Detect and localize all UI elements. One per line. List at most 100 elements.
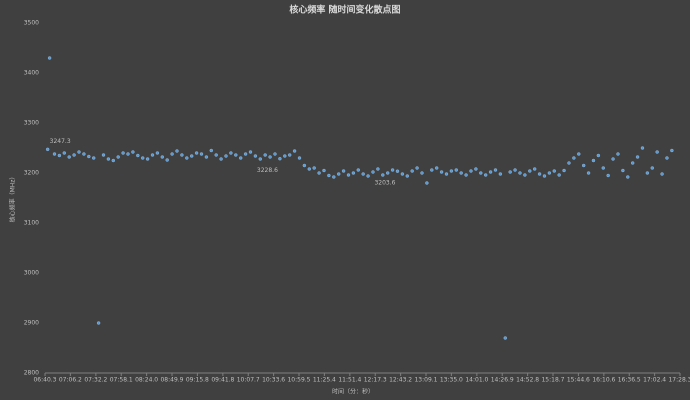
x-axis-label: 时间（分：秒） — [332, 388, 374, 396]
point — [62, 151, 67, 155]
point — [145, 157, 150, 161]
point — [616, 152, 620, 156]
point — [439, 170, 444, 174]
point — [77, 150, 81, 154]
point — [170, 152, 174, 156]
y-tick-label: 2800 — [24, 370, 39, 377]
x-tick-label: 16:10.6 — [592, 377, 615, 384]
point — [96, 321, 101, 325]
point — [189, 154, 194, 158]
point — [493, 168, 498, 172]
point — [567, 161, 571, 165]
point — [528, 169, 532, 173]
point — [650, 166, 654, 170]
point — [410, 169, 414, 173]
point — [542, 174, 547, 178]
y-tick-label: 3300 — [24, 120, 39, 127]
point — [474, 167, 478, 171]
point — [660, 172, 664, 176]
point — [116, 155, 120, 159]
point — [45, 147, 50, 152]
point — [234, 153, 238, 157]
point — [263, 153, 267, 157]
point — [361, 172, 365, 176]
x-tick-label: 12:43.2 — [389, 377, 412, 384]
point — [283, 154, 287, 158]
point — [390, 168, 395, 172]
point — [160, 155, 164, 159]
point — [185, 156, 189, 160]
point — [425, 181, 429, 185]
point — [209, 148, 213, 153]
x-tick-label: 07:06.2 — [59, 377, 82, 384]
point — [356, 168, 360, 172]
point — [82, 152, 86, 156]
x-tick-label: 08:24.0 — [135, 377, 158, 384]
point — [155, 151, 160, 155]
point — [591, 158, 596, 163]
point — [204, 155, 209, 159]
point — [444, 172, 449, 176]
point — [606, 173, 610, 178]
x-tick-label: 09:15.8 — [186, 377, 209, 384]
point — [214, 153, 218, 157]
point — [395, 169, 400, 173]
point — [268, 155, 272, 159]
point — [464, 173, 468, 177]
point — [199, 152, 204, 156]
point — [194, 151, 199, 155]
point — [635, 155, 640, 159]
x-tick-label: 10:33.6 — [262, 377, 285, 384]
point — [121, 151, 125, 155]
point — [229, 151, 233, 155]
point — [518, 171, 522, 175]
y-tick-label: 3000 — [24, 270, 39, 277]
point — [557, 173, 561, 177]
point — [665, 156, 669, 160]
point — [577, 152, 581, 156]
x-tick-label: 15:44.6 — [567, 377, 590, 384]
point — [136, 153, 140, 158]
point — [601, 166, 605, 170]
point — [351, 171, 356, 175]
point — [572, 156, 576, 160]
x-tick-label: 15:18.7 — [541, 377, 564, 384]
point — [238, 156, 243, 160]
data-label: 3247.3 — [50, 138, 71, 145]
point — [586, 171, 591, 175]
point — [106, 157, 111, 161]
point — [488, 170, 493, 174]
point — [562, 168, 566, 173]
x-tick-label: 08:49.9 — [160, 377, 183, 384]
point — [415, 166, 419, 170]
point — [57, 153, 62, 158]
x-tick-label: 11:51.4 — [338, 377, 361, 384]
x-tick-label: 17:02.4 — [643, 377, 666, 384]
point — [630, 161, 635, 165]
x-tick-label: 14:26.9 — [491, 377, 514, 384]
point — [243, 152, 248, 156]
point — [297, 156, 302, 160]
point — [596, 153, 601, 158]
x-tick-label: 17:28.3 — [668, 377, 690, 384]
point — [626, 175, 630, 179]
point — [547, 171, 552, 175]
point — [273, 152, 277, 156]
point — [469, 169, 473, 173]
point — [376, 167, 380, 171]
point — [430, 168, 434, 172]
y-tick-label: 3500 — [24, 20, 39, 27]
point — [552, 169, 556, 173]
x-tick-label: 14:01.0 — [465, 377, 488, 384]
point — [126, 152, 130, 156]
point — [278, 156, 282, 161]
point — [366, 174, 370, 178]
y-tick-label: 3100 — [24, 220, 39, 227]
data-label: 3228.6 — [257, 167, 278, 174]
point — [317, 171, 321, 175]
point — [111, 158, 116, 163]
x-tick-label: 11:25.4 — [313, 377, 336, 384]
point — [449, 169, 454, 173]
point — [101, 153, 106, 157]
